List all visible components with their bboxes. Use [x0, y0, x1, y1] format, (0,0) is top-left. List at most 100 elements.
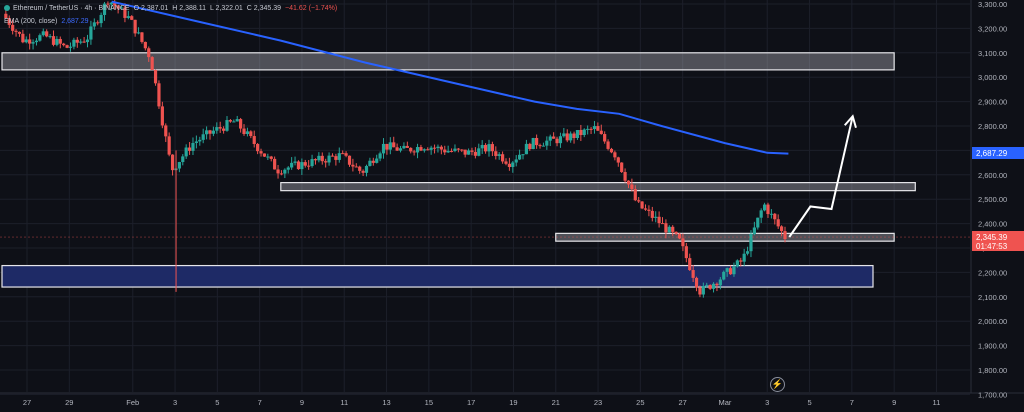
candle-body — [739, 260, 743, 262]
candle-body — [45, 31, 49, 37]
candle-body — [518, 154, 522, 160]
candle-body — [630, 184, 634, 190]
candle-body — [677, 233, 682, 239]
candle-body — [279, 173, 284, 175]
x-tick-label: 3 — [173, 398, 177, 407]
x-tick-label: 27 — [23, 398, 31, 407]
zone-support[interactable] — [280, 182, 916, 192]
candle-body — [769, 213, 773, 215]
change-value: −41.62 (−1.74%) — [285, 5, 338, 12]
candle-body — [487, 144, 491, 152]
candle-body — [123, 7, 127, 18]
x-tick-label: 23 — [594, 398, 602, 407]
ema-value: 2,687.29 — [61, 18, 89, 25]
candle-body — [552, 136, 556, 139]
candle-body — [504, 161, 508, 164]
y-tick-label: 2,500.00 — [978, 195, 1007, 204]
candle-body — [11, 24, 15, 31]
candle-body — [378, 153, 382, 159]
candle-body — [51, 36, 56, 45]
candle-body — [147, 48, 151, 58]
x-tick-label: 11 — [340, 398, 348, 407]
candle-body — [62, 43, 66, 46]
candle-body — [119, 7, 124, 9]
close-value: C 2,345.39 — [246, 5, 282, 12]
candle-body — [626, 180, 631, 185]
candle-body — [674, 231, 678, 234]
x-tick-label: Mar — [718, 398, 731, 407]
candle-body — [24, 39, 28, 43]
candle-body — [671, 226, 675, 232]
zone-resistance[interactable] — [1, 52, 895, 71]
candle-body — [735, 260, 739, 267]
candle-body — [160, 106, 164, 126]
candle-body — [569, 133, 573, 141]
candle-body — [266, 156, 270, 158]
candle-body — [290, 162, 294, 168]
candle-body — [507, 163, 512, 167]
candle-body — [742, 253, 746, 262]
candle-body — [130, 16, 134, 20]
y-tick-label: 3,300.00 — [978, 0, 1007, 9]
candle-body — [494, 151, 498, 156]
candle-body — [443, 149, 447, 153]
candle-body — [17, 31, 22, 34]
candle-body — [572, 133, 576, 139]
candle-body — [647, 209, 651, 211]
candle-body — [439, 146, 443, 150]
candle-body — [545, 140, 549, 146]
candle-body — [718, 279, 722, 286]
candle-body — [586, 128, 590, 130]
candle-body — [170, 154, 175, 171]
candle-body — [606, 141, 610, 149]
y-tick-label: 1,700.00 — [978, 390, 1007, 399]
candle-body — [511, 162, 515, 167]
candle-body — [133, 19, 137, 34]
candle-body — [375, 158, 379, 163]
zone-demand[interactable] — [1, 264, 874, 288]
x-tick-label: 7 — [258, 398, 262, 407]
candle-body — [752, 227, 756, 235]
x-tick-label: 7 — [850, 398, 854, 407]
candle-body — [239, 119, 243, 129]
lightning-icon[interactable]: ⚡ — [770, 377, 785, 392]
candle-body — [256, 143, 260, 152]
chart-legend-ema[interactable]: EMA (200, close) 2,687.29 — [4, 18, 93, 25]
candle-body — [759, 210, 763, 218]
candle-body — [684, 246, 688, 259]
candle-body — [783, 231, 787, 240]
x-tick-label: 27 — [678, 398, 686, 407]
high-value: H 2,388.11 — [172, 5, 206, 12]
candle-body — [660, 223, 665, 225]
candle-body — [228, 120, 233, 122]
y-tick-label: 3,000.00 — [978, 73, 1007, 82]
candle-body — [749, 234, 753, 252]
candle-body — [456, 148, 460, 150]
candle-body — [143, 41, 147, 49]
candle-body — [756, 217, 760, 228]
time-axis[interactable]: 27 29 Feb 3 5 7 9 11 13 15 17 19 21 23 25 27 Mar 3 5 7 9 11 — [23, 398, 941, 407]
candle-body — [562, 133, 566, 137]
candle-body — [334, 156, 338, 160]
x-tick-label: 5 — [215, 398, 219, 407]
candle-body — [82, 41, 86, 43]
candle-body — [14, 30, 18, 32]
candle-body — [102, 3, 107, 15]
candle-body — [480, 144, 484, 149]
y-tick-label: 2,000.00 — [978, 317, 1007, 326]
candle-body — [307, 165, 311, 167]
candle-body — [460, 149, 464, 151]
candle-body — [361, 170, 365, 173]
candle-body — [779, 226, 784, 232]
x-tick-label: 25 — [636, 398, 644, 407]
candle-body — [555, 138, 559, 144]
candle-body — [303, 162, 307, 166]
candle-body — [208, 130, 212, 134]
candle-body — [538, 145, 542, 147]
symbol-label[interactable]: Ethereum / TetherUS · 4h · BINANCE — [13, 5, 130, 12]
candle-body — [432, 147, 437, 149]
price-axis[interactable]: 3,300.00 3,200.00 3,100.00 3,000.00 2,900.00… — [978, 0, 1007, 399]
candle-body — [313, 159, 318, 161]
candle-body — [68, 46, 73, 48]
ema-label[interactable]: EMA (200, close) — [4, 18, 58, 25]
